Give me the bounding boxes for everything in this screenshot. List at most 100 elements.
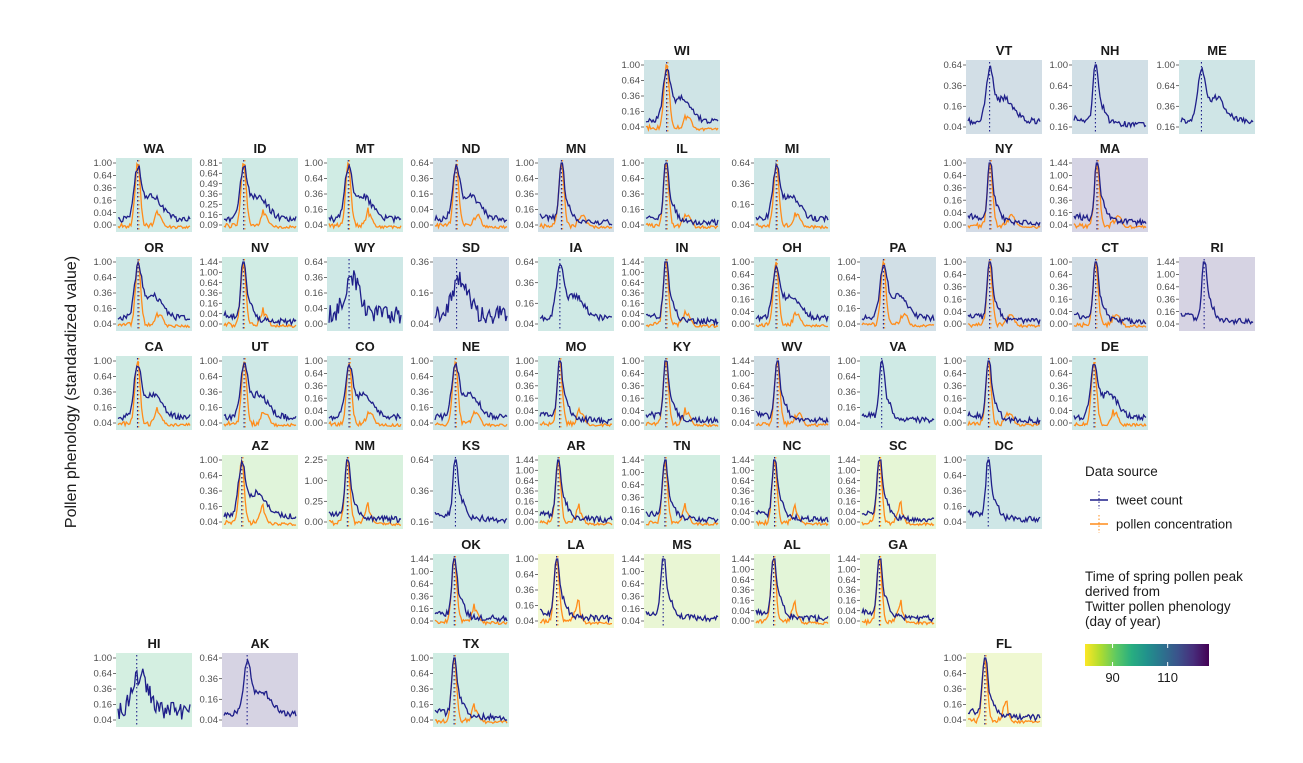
y-tick-label: 0.16 <box>200 403 219 414</box>
y-tick-label: 0.64 <box>838 575 857 586</box>
panel-pa: PA 1.00 0.64 0.36 0.16 0.04 <box>838 240 936 331</box>
y-tick-label: 0.04 <box>200 517 219 528</box>
y-tick-label: 0.64 <box>622 579 641 590</box>
y-tick-label: 2.25 <box>305 455 324 466</box>
tweet-series-line <box>755 360 829 425</box>
panel-nh: NH 1.00 0.64 0.36 0.16 <box>1050 43 1148 134</box>
tweet-series-line <box>645 162 719 227</box>
panel-background <box>1072 158 1148 232</box>
y-tick-label: 0.64 <box>200 653 219 664</box>
pollen-series-line <box>755 556 829 626</box>
tweet-series-line <box>434 164 508 224</box>
panel-title: OR <box>144 240 164 255</box>
y-tick-label: 1.00 <box>516 356 535 367</box>
panel-title: MA <box>1100 141 1121 156</box>
panel-fl: FL 1.00 0.64 0.36 0.16 0.04 <box>944 636 1042 727</box>
y-tick-label: 0.36 <box>200 486 219 497</box>
y-tick-label: 0.36 <box>94 387 113 398</box>
y-tick-label: 0.36 <box>1050 381 1069 392</box>
y-tick-label: 1.00 <box>94 158 113 169</box>
y-tick-label: 0.16 <box>94 403 113 414</box>
y-tick-label: 1.44 <box>622 554 641 565</box>
tweet-series-line <box>539 263 612 323</box>
y-tick-label: 1.00 <box>1050 356 1069 367</box>
y-tick-label: 0.04 <box>1157 319 1176 330</box>
panel-il: IL 1.00 0.64 0.36 0.16 0.04 <box>622 141 720 232</box>
y-tick-label: 0.04 <box>411 616 430 627</box>
tweet-series-line <box>967 162 1041 227</box>
y-tick-label: 0.16 <box>622 107 641 118</box>
panel-title: NH <box>1101 43 1120 58</box>
y-tick-label: 0.04 <box>622 122 641 133</box>
y-tick-label: 0.64 <box>1157 81 1176 92</box>
y-tick-label: 1.44 <box>1050 158 1069 169</box>
y-tick-label: 0.64 <box>1050 369 1069 380</box>
pollen-series-line <box>539 162 613 230</box>
panel-ks: KS 0.64 0.36 0.16 <box>411 438 509 529</box>
y-tick-label: 0.04 <box>305 220 324 231</box>
y-tick-label: 0.00 <box>944 319 963 330</box>
y-tick-label: 1.00 <box>305 158 324 169</box>
panel-ne: NE 1.00 0.64 0.36 0.16 0.04 <box>411 339 509 430</box>
y-tick-label: 0.16 <box>200 502 219 513</box>
panel-title: MO <box>566 339 587 354</box>
panel-title: OH <box>782 240 802 255</box>
y-tick-label: 1.00 <box>516 158 535 169</box>
y-tick-label: 1.44 <box>838 455 857 466</box>
y-tick-label: 0.16 <box>732 596 751 607</box>
y-tick-label: 0.16 <box>411 189 430 200</box>
y-tick-label: 0.04 <box>411 715 430 726</box>
y-tick-label: 0.64 <box>305 174 324 185</box>
y-tick-label: 0.16 <box>944 195 963 206</box>
y-tick-label: 1.00 <box>622 268 641 279</box>
y-tick-label: 0.64 <box>944 171 963 182</box>
panel-title: NM <box>355 438 375 453</box>
y-tick-label: 0.04 <box>411 418 430 429</box>
y-tick-label: 0.36 <box>516 486 535 497</box>
y-tick-label: 0.64 <box>838 476 857 487</box>
tweet-series-line <box>223 657 297 718</box>
panel-title: CO <box>355 339 375 354</box>
panel-tn: TN 1.44 1.000.640.36 0.160.04 <box>622 438 720 529</box>
y-tick-label: 0.36 <box>732 585 751 596</box>
y-tick-label: 0.00 <box>305 517 324 528</box>
y-tick-label: 0.64 <box>94 372 113 383</box>
y-tick-label: 0.04 <box>944 517 963 528</box>
panel-title: MT <box>356 141 375 156</box>
panel-title: OK <box>461 537 481 552</box>
y-tick-label: 0.04 <box>305 304 324 315</box>
panel-title: NV <box>251 240 269 255</box>
panel-title: NJ <box>996 240 1013 255</box>
panel-title: NY <box>995 141 1013 156</box>
panel-title: SC <box>889 438 908 453</box>
panel-title: MI <box>785 141 799 156</box>
y-tick-label: 0.36 <box>411 174 430 185</box>
y-tick-label: 0.04 <box>94 418 113 429</box>
y-tick-label: 0.16 <box>305 288 324 299</box>
tweet-series-line <box>755 459 829 524</box>
y-tick-label: 0.64 <box>944 669 963 680</box>
colorbar-title-line: Time of spring pollen peak <box>1085 569 1243 584</box>
y-tick-label: 0.16 <box>732 294 751 305</box>
y-tick-label: 0.04 <box>516 616 535 627</box>
y-tick-label: 1.00 <box>1157 60 1176 71</box>
y-tick-label: 0.36 <box>411 387 430 398</box>
panel-ar: AR 1.441.000.640.360.160.040.00 <box>516 438 614 529</box>
pollen-series-line <box>755 360 829 429</box>
y-tick-label: 0.09 <box>200 220 219 231</box>
y-tick-label: 1.00 <box>944 653 963 664</box>
y-tick-label: 1.44 <box>732 554 751 565</box>
y-tick-label: 0.36 <box>838 387 857 398</box>
y-tick-label: 0.36 <box>732 486 751 497</box>
y-tick-label: 0.16 <box>622 205 641 216</box>
panel-nd: ND 0.64 0.36 0.16 0.04 0.00 <box>411 141 509 232</box>
panel-background <box>222 455 298 529</box>
tweet-series-line <box>434 558 508 623</box>
y-tick-label: 0.49 <box>200 179 219 190</box>
pollen-series-line <box>645 64 719 133</box>
y-tick-label: 0.16 <box>944 102 963 113</box>
y-tick-label: 1.00 <box>838 565 857 576</box>
y-tick-label: 1.00 <box>732 466 751 477</box>
pollen-series-line <box>861 558 935 627</box>
y-tick-label: 0.64 <box>1157 282 1176 293</box>
